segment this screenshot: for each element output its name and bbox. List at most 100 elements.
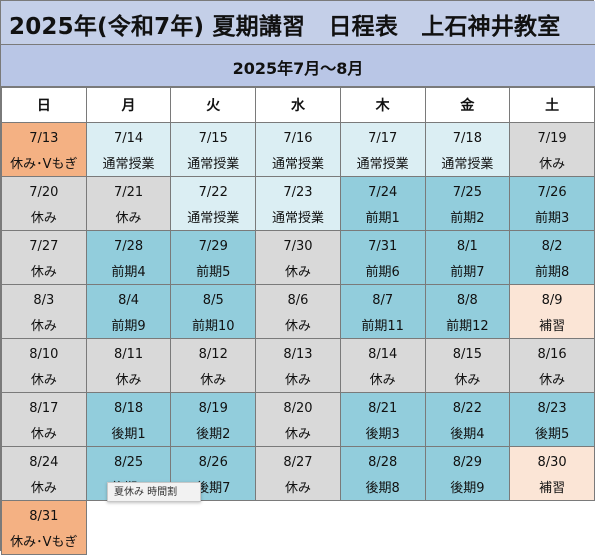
day-cell[interactable]: 7/19 休み bbox=[509, 122, 595, 177]
day-label: 前期9 bbox=[111, 319, 146, 334]
day-cell[interactable]: 7/14 通常授業 bbox=[85, 122, 172, 177]
day-cell[interactable]: 8/27 休み bbox=[255, 446, 341, 501]
subtitle-bar: 2025年7月～8月 bbox=[1, 45, 595, 87]
day-label: 休み bbox=[30, 211, 57, 226]
day-date: 8/7 bbox=[372, 293, 394, 308]
empty-cell bbox=[425, 500, 510, 555]
day-label: 休み bbox=[284, 373, 311, 388]
weekday-sat: 土 bbox=[509, 87, 595, 123]
day-cell[interactable]: 8/14 休み bbox=[339, 338, 426, 393]
day-cell[interactable]: 8/1 前期7 bbox=[424, 230, 511, 285]
day-date: 8/26 bbox=[198, 455, 228, 470]
day-cell[interactable]: 8/10 休み bbox=[1, 338, 87, 393]
day-cell[interactable]: 8/8 前期12 bbox=[424, 284, 511, 339]
day-date: 7/31 bbox=[368, 239, 398, 254]
day-cell[interactable]: 8/23 後期5 bbox=[509, 392, 595, 447]
day-date: 8/8 bbox=[456, 293, 478, 308]
day-cell[interactable]: 8/6 休み bbox=[255, 284, 341, 339]
day-label: 休み bbox=[30, 481, 57, 496]
day-date: 7/30 bbox=[283, 239, 313, 254]
day-date: 8/31 bbox=[29, 509, 59, 524]
day-cell[interactable]: 8/17 休み bbox=[1, 392, 87, 447]
day-label: 後期8 bbox=[365, 481, 400, 496]
calendar-body: 7/13 休み･Vもぎ 7/14 通常授業 7/15 通常授業 7/16 通常授業 7/17 通常… bbox=[1, 122, 595, 555]
day-cell[interactable]: 8/9 補習 bbox=[509, 284, 595, 339]
cell-tooltip: 夏休み 時間割 bbox=[107, 482, 201, 502]
day-date: 8/11 bbox=[113, 347, 144, 362]
day-cell[interactable]: 7/26 前期3 bbox=[509, 176, 595, 231]
day-cell[interactable]: 8/22 後期4 bbox=[424, 392, 511, 447]
day-label: 前期6 bbox=[365, 265, 400, 280]
day-date: 8/18 bbox=[113, 401, 144, 416]
day-cell[interactable]: 8/7 前期11 bbox=[339, 284, 426, 339]
day-cell[interactable]: 8/16 休み bbox=[509, 338, 595, 393]
day-label: 補習 bbox=[539, 319, 566, 334]
day-cell[interactable]: 7/24 前期1 bbox=[339, 176, 426, 231]
day-cell[interactable]: 8/19 後期2 bbox=[170, 392, 257, 447]
day-cell[interactable]: 7/13 休み･Vもぎ bbox=[1, 122, 87, 177]
day-cell[interactable]: 7/22 通常授業 bbox=[170, 176, 257, 231]
day-date: 7/21 bbox=[113, 185, 144, 200]
day-cell[interactable]: 7/30 休み bbox=[255, 230, 341, 285]
day-label: 前期11 bbox=[361, 319, 404, 334]
weekday-tue: 火 bbox=[170, 87, 257, 123]
weekday-fri: 金 bbox=[424, 87, 511, 123]
day-cell[interactable]: 7/20 休み bbox=[1, 176, 87, 231]
day-cell[interactable]: 8/24 休み bbox=[1, 446, 87, 501]
day-date: 7/25 bbox=[452, 185, 482, 200]
week-row: 8/31 休み･Vもぎ bbox=[1, 500, 595, 555]
day-cell[interactable]: 8/2 前期8 bbox=[509, 230, 595, 285]
day-cell[interactable]: 7/28 前期4 bbox=[85, 230, 172, 285]
day-date: 7/19 bbox=[537, 131, 567, 146]
day-date: 8/3 bbox=[33, 293, 55, 308]
day-label: 休み bbox=[30, 427, 57, 442]
day-cell[interactable]: 8/4 前期9 bbox=[85, 284, 172, 339]
day-label: 休み bbox=[284, 319, 311, 334]
day-cell[interactable]: 7/21 休み bbox=[85, 176, 172, 231]
period-subtitle: 2025年7月～8月 bbox=[232, 59, 364, 78]
day-label: 休み bbox=[454, 373, 481, 388]
day-date: 7/18 bbox=[452, 131, 482, 146]
day-cell[interactable]: 8/18 後期1 bbox=[85, 392, 172, 447]
day-label: 前期8 bbox=[534, 265, 570, 280]
day-date: 8/23 bbox=[537, 401, 567, 416]
weekday-header-row: 日 月 火 水 木 金 土 bbox=[1, 87, 595, 123]
day-label: 休み bbox=[115, 373, 142, 388]
day-date: 8/14 bbox=[368, 347, 398, 362]
day-cell[interactable]: 7/23 通常授業 bbox=[255, 176, 341, 231]
day-cell[interactable]: 8/26 後期7 bbox=[170, 446, 257, 501]
day-label: 休み bbox=[200, 373, 227, 388]
day-cell[interactable]: 8/12 休み bbox=[170, 338, 257, 393]
day-cell[interactable]: 7/18 通常授業 bbox=[424, 122, 511, 177]
week-row: 8/24休み8/25後期68/26後期78/27休み8/28後期88/29後期9… bbox=[1, 446, 595, 501]
day-cell[interactable]: 8/20 休み bbox=[255, 392, 341, 447]
day-date: 7/14 bbox=[113, 131, 144, 146]
day-cell[interactable]: 7/17 通常授業 bbox=[339, 122, 426, 177]
day-cell[interactable]: 8/3 休み bbox=[1, 284, 87, 339]
day-cell[interactable]: 8/5 前期10 bbox=[170, 284, 257, 339]
day-label: 前期1 bbox=[365, 211, 400, 226]
week-row: 7/20 休み 7/21 休み 7/22 通常授業 7/23 通常授業 7/24 前期1 7/25 前… bbox=[1, 176, 595, 231]
day-label: 休み bbox=[369, 373, 396, 388]
day-cell[interactable]: 8/30 補習 bbox=[509, 446, 595, 501]
day-cell[interactable]: 7/27 休み bbox=[1, 230, 87, 285]
day-cell[interactable]: 8/21 後期3 bbox=[339, 392, 426, 447]
day-cell[interactable]: 8/15 休み bbox=[424, 338, 511, 393]
day-date: 8/21 bbox=[368, 401, 398, 416]
day-cell[interactable]: 8/29 後期9 bbox=[424, 446, 511, 501]
day-cell[interactable]: 7/25 前期2 bbox=[424, 176, 511, 231]
day-cell[interactable]: 7/31 前期6 bbox=[339, 230, 426, 285]
day-cell[interactable]: 8/11 休み bbox=[85, 338, 172, 393]
day-cell[interactable]: 7/15 通常授業 bbox=[170, 122, 257, 177]
week-row: 7/27 休み 7/28 前期4 7/29 前期5 7/30 休み 7/31 前期6 8/1 前期7 8… bbox=[1, 230, 595, 285]
day-cell[interactable]: 8/28 後期8 bbox=[339, 446, 426, 501]
day-cell[interactable]: 8/31 休み･Vもぎ bbox=[1, 500, 87, 555]
day-label: 後期5 bbox=[534, 427, 570, 442]
day-cell[interactable]: 7/16 通常授業 bbox=[255, 122, 341, 177]
day-cell[interactable]: 7/29 前期5 bbox=[170, 230, 257, 285]
day-date: 8/4 bbox=[118, 293, 140, 308]
day-label: 後期9 bbox=[450, 481, 485, 496]
day-date: 8/13 bbox=[283, 347, 313, 362]
day-cell[interactable]: 8/13 休み bbox=[255, 338, 341, 393]
